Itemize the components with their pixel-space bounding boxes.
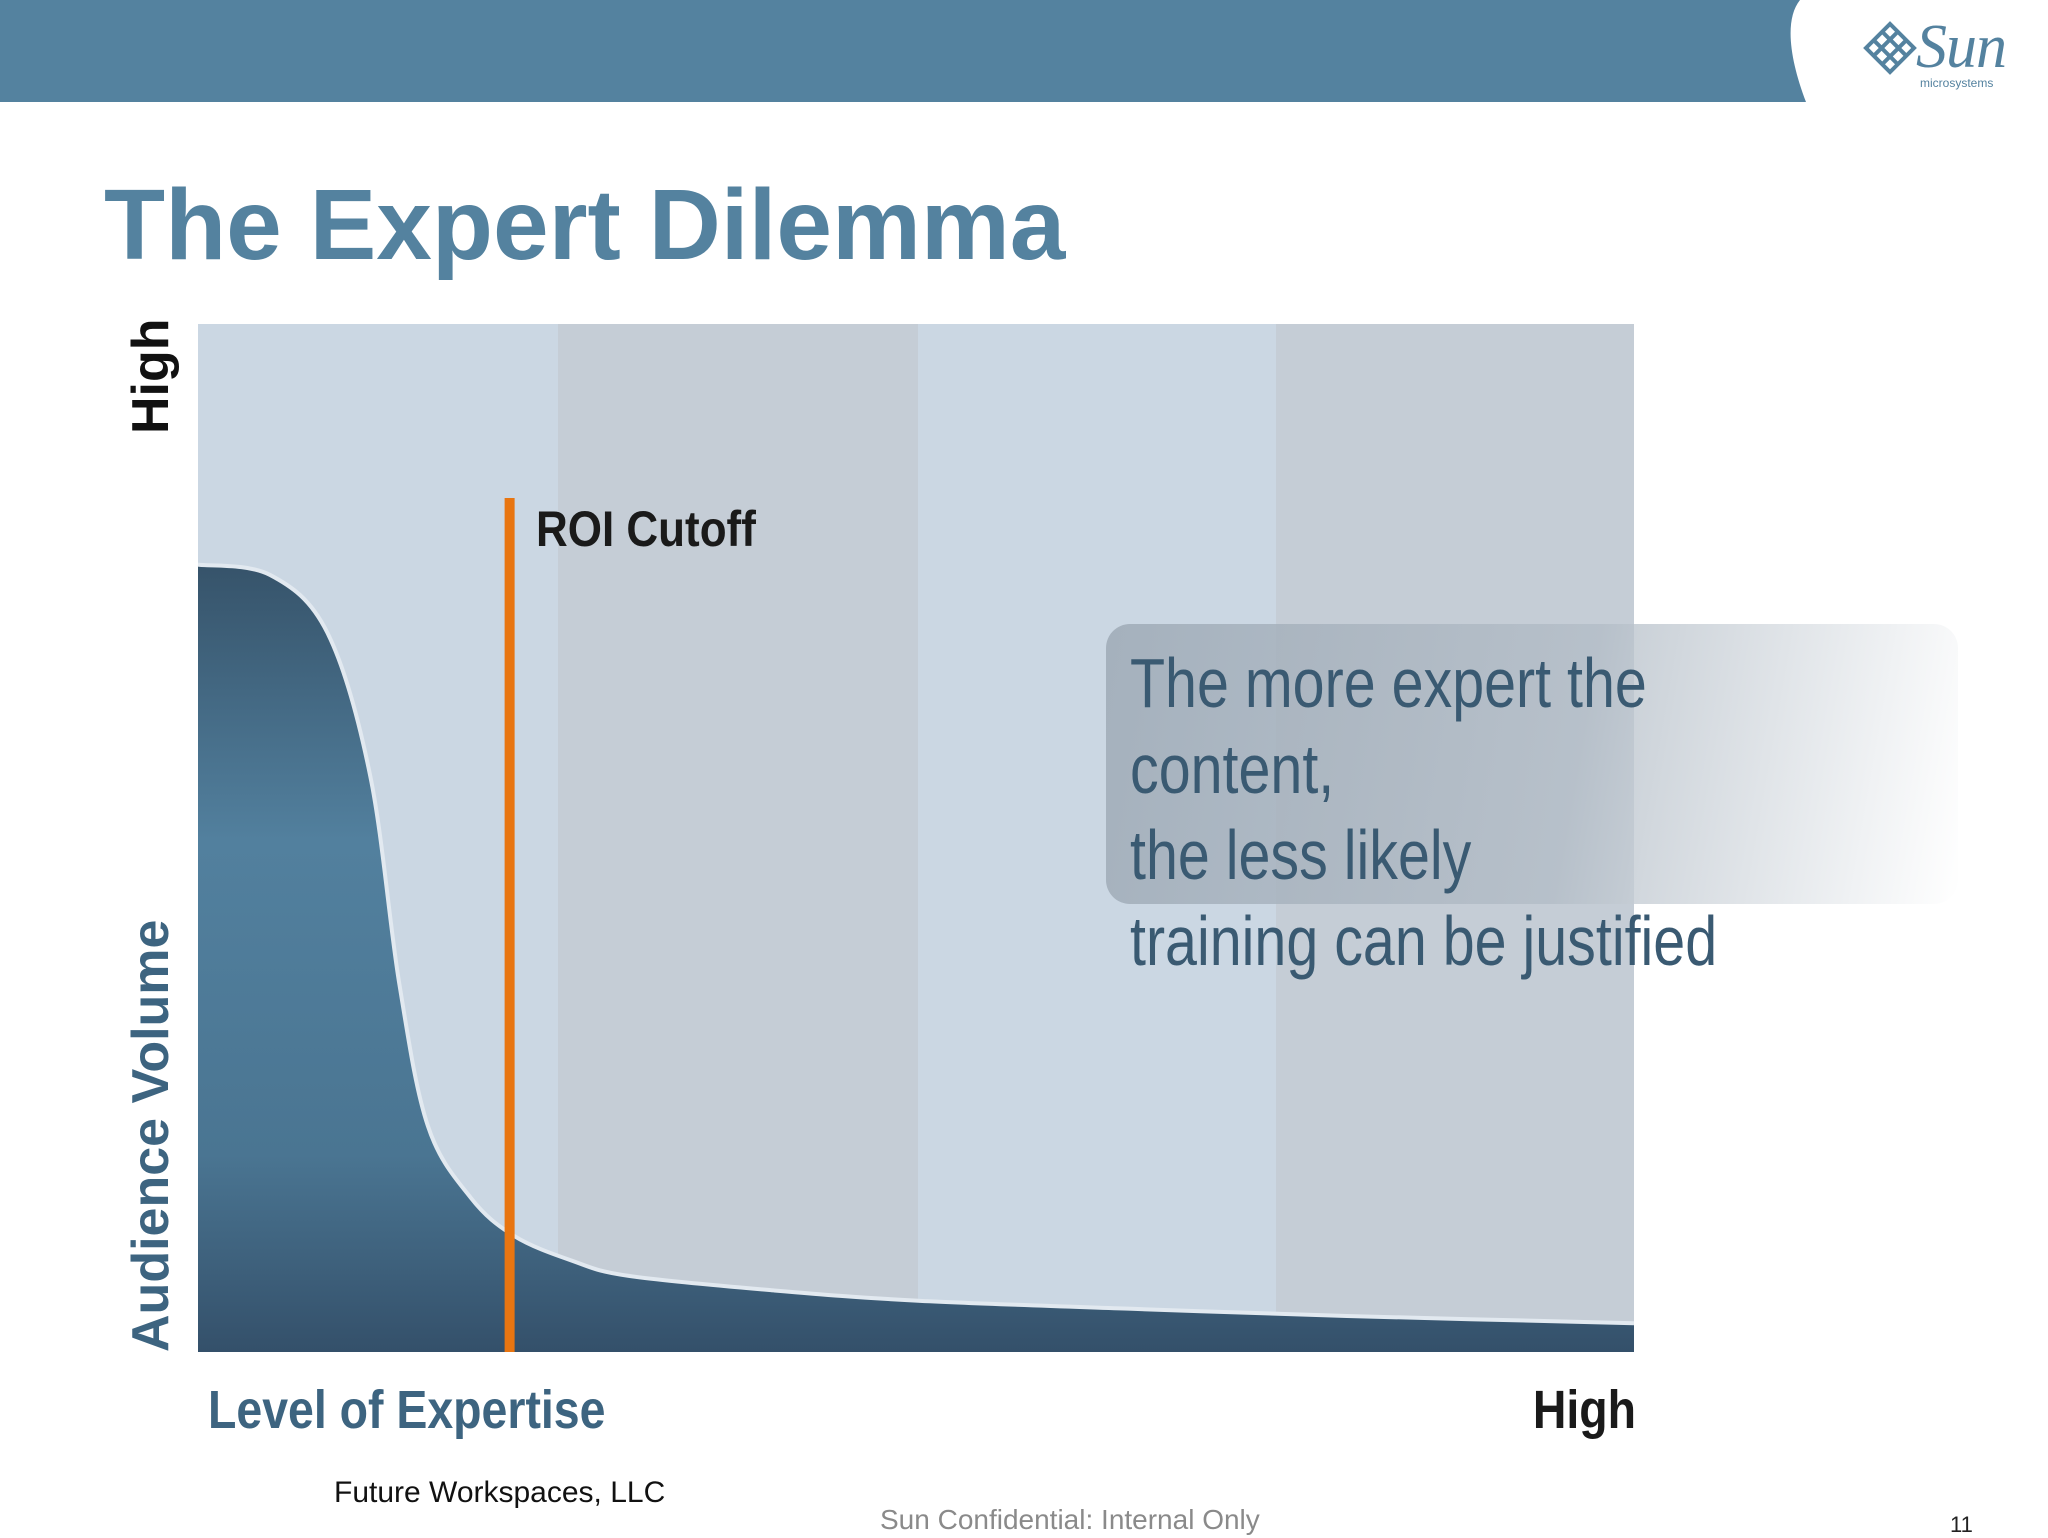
header-band <box>0 0 1806 102</box>
page-number: 11 <box>1950 1512 1973 1537</box>
sun-logo: Sun microsystems <box>1858 13 2028 98</box>
sun-diamond-icon <box>1863 21 1917 75</box>
logo-subtitle: microsystems <box>1920 76 1994 90</box>
source-credit: Future Workspaces, LLC <box>334 1476 666 1509</box>
x-axis-label: Level of Expertise <box>208 1379 605 1440</box>
roi-cutoff-label: ROI Cutoff <box>536 500 756 556</box>
audience-volume-area <box>198 564 1634 1352</box>
plot-band <box>558 324 918 1352</box>
audience-volume-edge <box>197 562 1635 1326</box>
slide-title: The Expert Dilemma <box>104 169 1066 281</box>
y-axis-label: Audience Volume <box>122 920 180 1352</box>
header-bar <box>0 0 1806 102</box>
callout-text: The more expert the content, the less li… <box>1130 644 1718 980</box>
x-axis-high-label: High <box>1533 1379 1636 1440</box>
callout-box: The more expert the content, the less li… <box>1106 624 1958 980</box>
confidential-notice: Sun Confidential: Internal Only <box>880 1504 1260 1535</box>
y-axis-high-label: High <box>122 318 180 434</box>
logo-wordmark: Sun <box>1916 13 2007 81</box>
